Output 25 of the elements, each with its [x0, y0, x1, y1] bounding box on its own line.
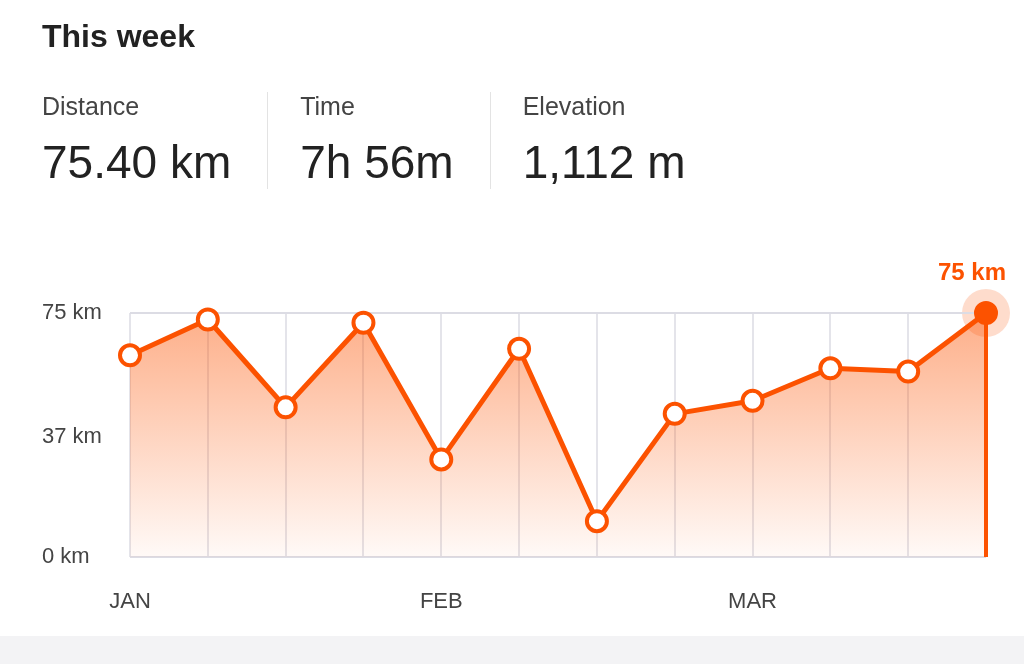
text: Elevation — [522, 92, 627, 121]
y-tick-label: 0 km — [42, 543, 90, 569]
point — [896, 359, 921, 384]
point — [273, 395, 298, 420]
text: 75.40 km — [42, 135, 232, 189]
x-tick-label: MAR — [728, 588, 777, 614]
point — [507, 336, 532, 361]
point — [351, 310, 376, 335]
text: 1,112 m — [522, 135, 686, 189]
point — [429, 447, 454, 472]
text: Time — [300, 92, 356, 121]
point — [118, 343, 142, 368]
y-tick-label: 37 km — [42, 422, 102, 448]
chart-title: This week — [42, 18, 195, 55]
point — [662, 401, 687, 426]
annotation: 75 km — [937, 257, 1007, 285]
text: 7h 56m — [300, 135, 454, 189]
point — [740, 388, 765, 413]
y-tick-label: 75 km — [42, 299, 102, 325]
point — [584, 509, 609, 534]
point — [195, 307, 220, 332]
x-tick-label: FEB — [419, 588, 463, 614]
point — [818, 356, 843, 381]
x-tick-label: JAN — [109, 588, 151, 614]
text: Distance — [42, 92, 141, 121]
